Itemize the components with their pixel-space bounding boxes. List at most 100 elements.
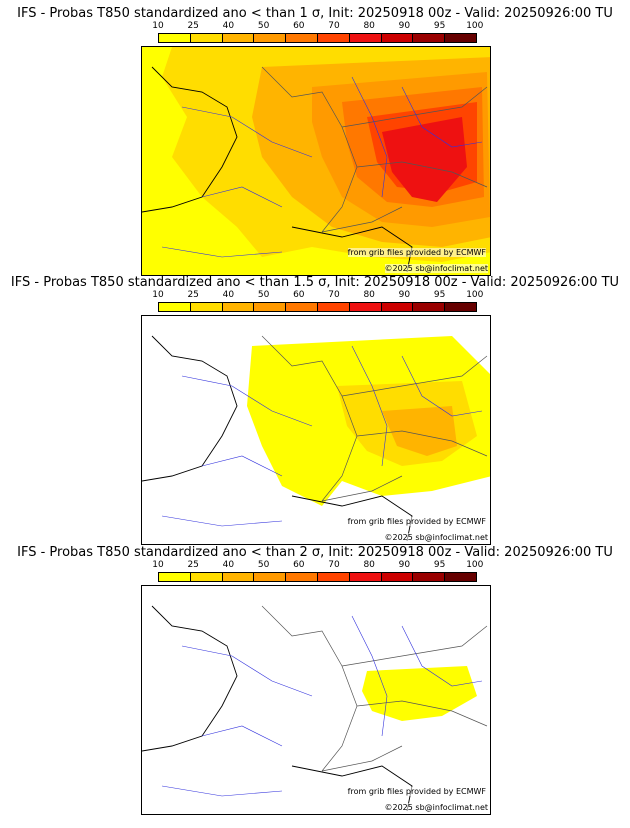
legend-swatch-80: [349, 573, 382, 581]
country-border: [261, 605, 358, 772]
legend-swatch-95: [413, 573, 446, 581]
source-credit: from grib files provided by ECMWF: [347, 248, 486, 257]
legend-swatch-50: [254, 573, 287, 581]
legend-tick-labels: 10 25 40 50 60 70 80 90 95 100: [141, 22, 491, 31]
legend-swatch-25: [190, 34, 223, 42]
river: [351, 345, 388, 467]
country-border: [341, 625, 488, 667]
probability-map: from grib files provided by ECMWF ©2025 …: [141, 585, 491, 815]
legend-tick-100: 100: [466, 290, 484, 300]
river: [201, 455, 283, 477]
river: [181, 645, 313, 697]
legend-tick-50: 50: [257, 560, 270, 570]
probability-legend: [158, 33, 477, 43]
legend-swatch-40: [222, 34, 255, 42]
legend-tick-labels: 10 25 40 50 60 70 80 90 95 100: [141, 291, 491, 300]
river: [201, 725, 283, 747]
map-canvas: [142, 335, 490, 542]
legend-tick-80: 80: [363, 290, 375, 300]
legend-tick-40: 40: [222, 560, 235, 570]
country-border: [321, 475, 403, 502]
legend-swatch-25: [190, 303, 223, 311]
legend-swatch-40: [222, 573, 255, 581]
country-border: [356, 161, 488, 188]
legend-swatch-95: [413, 303, 446, 311]
probability-map: from grib files provided by ECMWF ©2025 …: [141, 315, 491, 545]
legend-tick-95: 95: [433, 21, 446, 31]
legend-swatch-90: [381, 34, 414, 42]
river: [401, 355, 483, 417]
legend-tick-25: 25: [187, 290, 199, 300]
probability-legend: [158, 572, 477, 582]
legend-tick-60: 60: [293, 21, 305, 31]
map-canvas: [142, 605, 488, 812]
legend-swatch-100: [445, 303, 476, 311]
panel-title: IFS - Probas T850 standardized ano < tha…: [10, 275, 620, 290]
legend-swatch-60: [286, 303, 318, 311]
coastline: [142, 66, 238, 213]
forecast-panel-1-5-sigma: IFS - Probas T850 standardized ano < tha…: [0, 275, 630, 545]
legend-tick-40: 40: [222, 21, 235, 31]
country-border: [356, 700, 488, 727]
legend-tick-50: 50: [257, 290, 270, 300]
forecast-panel-1-sigma: IFS - Probas T850 standardized ano < tha…: [0, 6, 630, 276]
legend-tick-80: 80: [363, 21, 375, 31]
legend-swatch-60: [286, 573, 318, 581]
country-border: [321, 745, 403, 772]
legend-swatch-50: [254, 34, 287, 42]
panel-title: IFS - Probas T850 standardized ano < tha…: [17, 545, 613, 560]
legend-swatch-70: [317, 573, 350, 581]
coastline: [142, 335, 238, 482]
probability-area-40: [382, 406, 457, 456]
legend-swatch-95: [413, 34, 446, 42]
legend-tick-25: 25: [187, 560, 199, 570]
country-border: [341, 355, 488, 397]
legend-tick-70: 70: [328, 290, 340, 300]
legend-swatch-10: [159, 34, 191, 42]
legend-tick-90: 90: [398, 560, 411, 570]
river: [351, 615, 388, 737]
forecast-panel-2-sigma: IFS - Probas T850 standardized ano < tha…: [0, 545, 630, 815]
river: [181, 375, 313, 427]
legend-tick-90: 90: [398, 290, 411, 300]
country-border: [321, 206, 403, 233]
river: [351, 76, 388, 198]
panel-title: IFS - Probas T850 standardized ano < tha…: [17, 6, 613, 21]
probability-area-80: [382, 117, 467, 202]
legend-tick-80: 80: [363, 560, 375, 570]
river: [181, 106, 313, 158]
legend-swatch-40: [222, 303, 255, 311]
legend-swatch-10: [159, 303, 191, 311]
country-border: [356, 430, 488, 457]
legend-tick-50: 50: [257, 21, 270, 31]
legend-swatch-25: [190, 573, 223, 581]
probability-shading: [247, 336, 490, 506]
legend-swatch-60: [286, 34, 318, 42]
legend-tick-70: 70: [328, 560, 340, 570]
river: [161, 246, 283, 258]
map-canvas: [142, 47, 490, 275]
legend-tick-70: 70: [328, 21, 340, 31]
river: [161, 515, 283, 527]
legend-tick-10: 10: [152, 560, 164, 570]
legend-tick-labels: 10 25 40 50 60 70 80 90 95 100: [141, 561, 491, 570]
copyright: ©2025 sb@infoclimat.net: [384, 264, 488, 273]
legend-tick-10: 10: [152, 21, 164, 31]
legend-swatch-90: [381, 303, 414, 311]
legend-swatch-80: [349, 303, 382, 311]
probability-area-10: [362, 666, 477, 721]
copyright: ©2025 sb@infoclimat.net: [384, 803, 488, 812]
legend-tick-95: 95: [433, 290, 446, 300]
copyright: ©2025 sb@infoclimat.net: [384, 533, 488, 542]
legend-tick-60: 60: [293, 560, 305, 570]
probability-shading: [142, 47, 490, 275]
legend-swatch-100: [445, 34, 476, 42]
legend-swatch-50: [254, 303, 287, 311]
country-border: [341, 86, 488, 128]
probability-shading: [362, 666, 477, 721]
river: [161, 785, 283, 797]
legend-tick-60: 60: [293, 290, 305, 300]
legend-swatch-70: [317, 303, 350, 311]
river: [401, 86, 483, 148]
legend-tick-100: 100: [466, 560, 484, 570]
